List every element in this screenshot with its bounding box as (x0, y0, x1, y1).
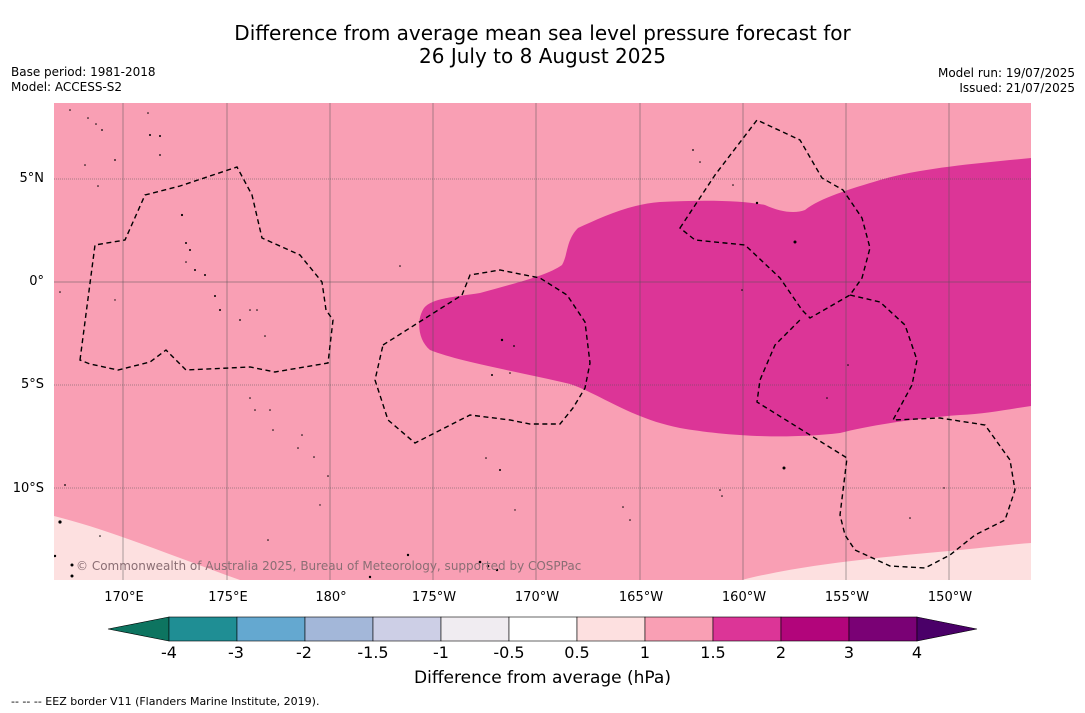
lat-label-10s: 10°S (12, 481, 44, 496)
lon-label-155w: 155°W (824, 590, 870, 605)
colorbar-tick: 1.5 (700, 643, 726, 662)
title-line-2: 26 July to 8 August 2025 (419, 44, 666, 68)
lon-label-150w: 150°W (927, 590, 973, 605)
colorbar-tick: -2 (296, 643, 312, 662)
eez-legend-note: -- -- -- EEZ border V11 (Flanders Marine… (11, 695, 320, 708)
colorbar-segment (372, 616, 442, 642)
map-title: Difference from average mean sea level p… (0, 22, 1085, 68)
lon-label-170e: 170°E (104, 590, 144, 605)
base-period: Base period: 1981-2018 (11, 65, 156, 79)
colorbar-segment (712, 616, 782, 642)
issued-date: Issued: 21/07/2025 (959, 81, 1075, 95)
model-name: Model: ACCESS-S2 (11, 80, 123, 94)
model-run: Model run: 19/07/2025 (937, 66, 1075, 80)
lon-label-170w: 170°W (514, 590, 560, 605)
lon-label-165w: 165°W (618, 590, 664, 605)
lat-label-5n: 5°N (19, 171, 45, 186)
colorbar-tick: 0.5 (564, 643, 590, 662)
colorbar-segment (304, 616, 374, 642)
eez-phoenix (374, 269, 591, 444)
colorbar-segment (508, 616, 578, 642)
colorbar-segments (168, 616, 918, 642)
eez-kiribati-gilbert (79, 166, 334, 373)
colorbar (107, 616, 978, 642)
lon-label-175e: 175°E (208, 590, 248, 605)
colorbar-segment (440, 616, 510, 642)
lat-label-5s: 5°S (20, 377, 44, 392)
lon-label-160w: 160°W (721, 590, 767, 605)
lon-label-180: 180° (315, 590, 347, 605)
colorbar-segment (576, 616, 646, 642)
colorbar-tick: -3 (228, 643, 244, 662)
colorbar-tick: -1 (433, 643, 449, 662)
colorbar-tick: 1 (639, 643, 651, 662)
colorbar-tick: 2 (775, 643, 787, 662)
eez-line-islands-south (756, 294, 1016, 569)
field-0.5-1-southwest (54, 516, 240, 580)
colorbar-tick: 4 (911, 643, 923, 662)
colorbar-segment (848, 616, 918, 642)
metadata-right: Model run: 19/07/2025 Issued: 21/07/2025 (938, 66, 1075, 96)
colorbar-segment (780, 616, 850, 642)
colorbar-segment (168, 616, 238, 642)
field-0.5-1-southeast (742, 543, 1031, 580)
lon-label-175w: 175°W (411, 590, 457, 605)
colorbar-tick: -1.5 (357, 643, 389, 662)
colorbar-segment (644, 616, 714, 642)
graticule (54, 103, 1031, 580)
eez-borders (79, 119, 1016, 569)
title-line-1: Difference from average mean sea level p… (234, 21, 851, 45)
copyright-notice: © Commonwealth of Australia 2025, Bureau… (76, 559, 582, 573)
colorbar-title: Difference from average (hPa) (414, 668, 671, 688)
colorbar-tick: -0.5 (493, 643, 525, 662)
colorbar-tick: 3 (843, 643, 855, 662)
islands (54, 109, 945, 579)
colorbar-under-arrow (107, 616, 170, 642)
colorbar-over-arrow (916, 616, 978, 642)
field-1.5-2 (419, 158, 1031, 437)
map-area (54, 103, 1031, 580)
lat-label-0: 0° (29, 274, 44, 289)
colorbar-segment (236, 616, 306, 642)
metadata-left: Base period: 1981-2018 Model: ACCESS-S2 (11, 65, 156, 95)
colorbar-tick: -4 (161, 643, 177, 662)
eez-line-islands-north (679, 119, 871, 319)
